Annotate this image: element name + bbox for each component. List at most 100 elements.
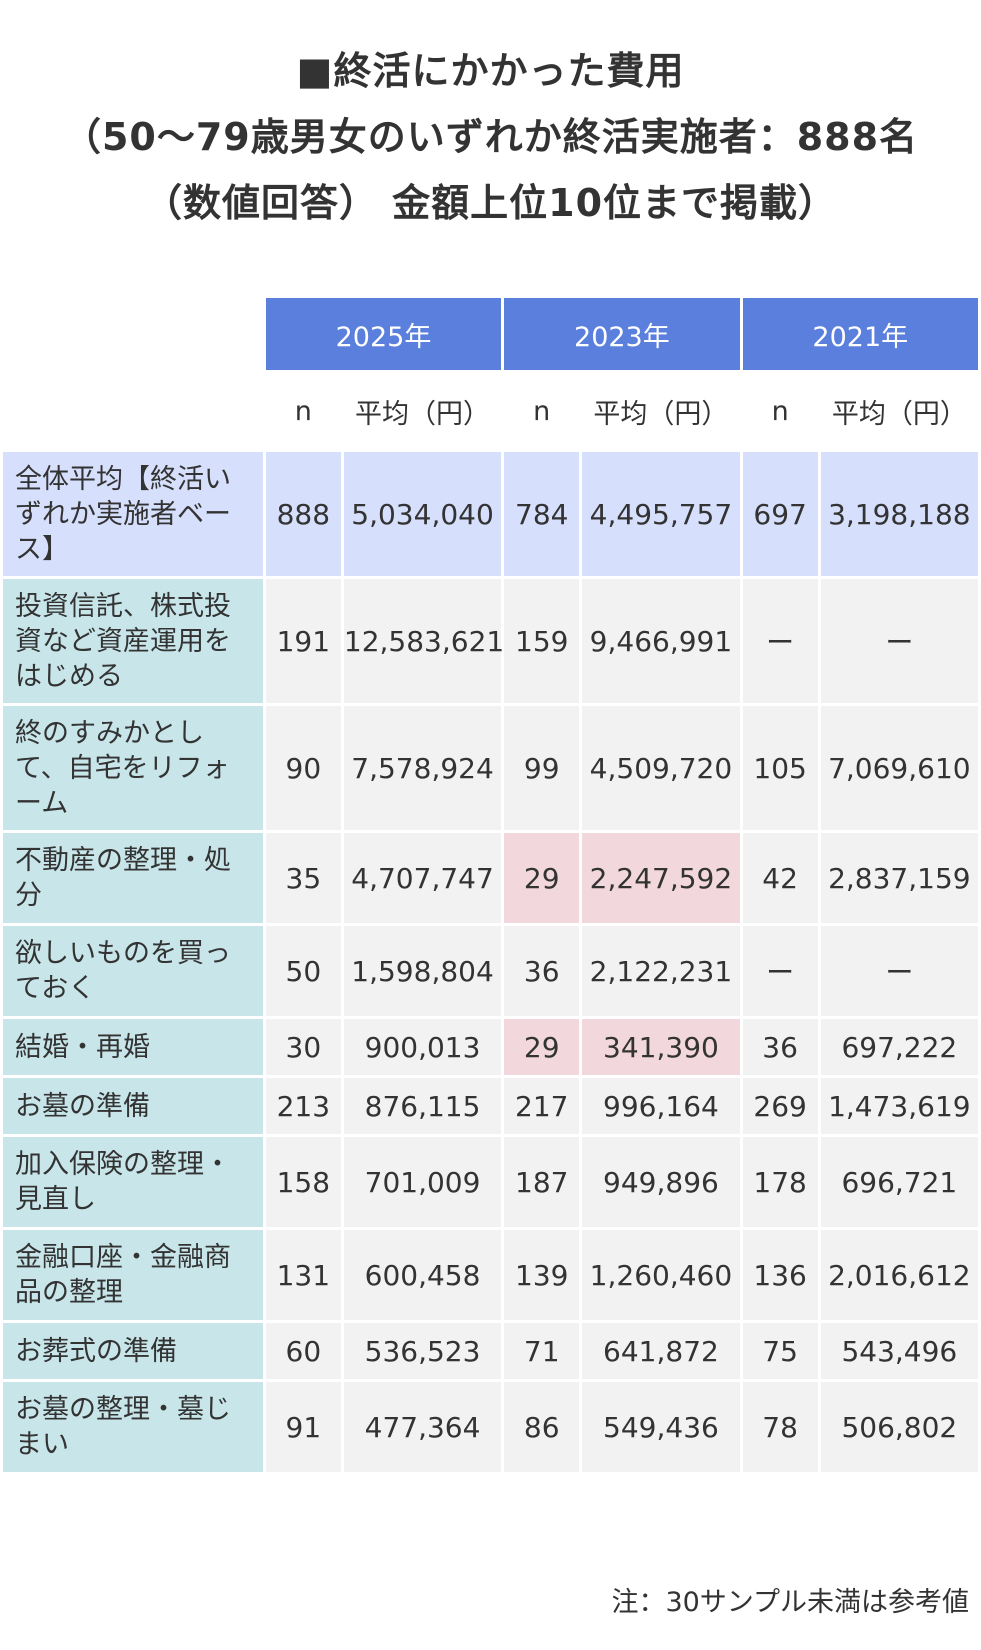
n-cell: 139 bbox=[504, 1230, 580, 1320]
avg-cell: 506,802 bbox=[820, 1382, 978, 1472]
n-cell: 159 bbox=[504, 579, 580, 703]
n-cell: 60 bbox=[265, 1323, 341, 1379]
n-cell: 697 bbox=[742, 452, 818, 576]
avg-cell: 900,013 bbox=[343, 1019, 502, 1075]
n-cell: 105 bbox=[742, 706, 818, 830]
avg-cell: ー bbox=[820, 579, 978, 703]
year-header-2021: 2021年 bbox=[742, 298, 978, 370]
table-row: 投資信託、株式投資など資産運用をはじめる 191 12,583,621 159 9,46… bbox=[3, 579, 978, 703]
n-cell: 75 bbox=[742, 1323, 818, 1379]
year-header-2025: 2025年 bbox=[265, 298, 502, 370]
n-header: n bbox=[504, 373, 580, 449]
avg-header: 平均（円） bbox=[820, 373, 978, 449]
n-header: n bbox=[265, 373, 341, 449]
n-cell: 50 bbox=[265, 926, 341, 1016]
n-cell: 36 bbox=[742, 1019, 818, 1075]
table-row: お墓の整理・墓じまい 91 477,364 86 549,436 78 506,802 bbox=[3, 1382, 978, 1472]
n-cell: 90 bbox=[265, 706, 341, 830]
row-label: 欲しいものを買っておく bbox=[3, 926, 263, 1016]
avg-cell: ー bbox=[820, 926, 978, 1016]
n-cell: 213 bbox=[265, 1078, 341, 1134]
corner-cell bbox=[3, 373, 263, 449]
avg-cell: 2,122,231 bbox=[582, 926, 740, 1016]
footnote: 注：30サンプル未満は参考値 bbox=[611, 1587, 969, 1618]
avg-cell: 7,069,610 bbox=[820, 706, 978, 830]
row-label: 不動産の整理・処分 bbox=[3, 833, 263, 923]
n-cell: 888 bbox=[265, 452, 341, 576]
avg-cell: 5,034,040 bbox=[343, 452, 502, 576]
avg-cell: 696,721 bbox=[820, 1137, 978, 1227]
avg-cell: 4,509,720 bbox=[582, 706, 740, 830]
n-cell: 29 bbox=[504, 833, 580, 923]
avg-cell: 477,364 bbox=[343, 1382, 502, 1472]
n-cell: 36 bbox=[504, 926, 580, 1016]
avg-cell: 549,436 bbox=[582, 1382, 740, 1472]
avg-cell: 3,198,188 bbox=[820, 452, 978, 576]
n-cell: 71 bbox=[504, 1323, 580, 1379]
avg-cell: 9,466,991 bbox=[582, 579, 740, 703]
row-label: 結婚・再婚 bbox=[3, 1019, 263, 1075]
n-cell: 178 bbox=[742, 1137, 818, 1227]
row-label: 金融口座・金融商品の整理 bbox=[3, 1230, 263, 1320]
title-line-1: ■終活にかかった費用 bbox=[296, 49, 685, 93]
n-cell: ー bbox=[742, 926, 818, 1016]
corner-cell bbox=[3, 298, 263, 370]
year-header-row: 2025年 2023年 2021年 bbox=[3, 298, 978, 370]
avg-cell: 1,260,460 bbox=[582, 1230, 740, 1320]
avg-cell: 996,164 bbox=[582, 1078, 740, 1134]
n-cell: 42 bbox=[742, 833, 818, 923]
table-row: 欲しいものを買っておく 50 1,598,804 36 2,122,231 ーー bbox=[3, 926, 978, 1016]
n-cell: 30 bbox=[265, 1019, 341, 1075]
row-label: 加入保険の整理・見直し bbox=[3, 1137, 263, 1227]
n-cell: 78 bbox=[742, 1382, 818, 1472]
avg-cell: 1,473,619 bbox=[820, 1078, 978, 1134]
table-row: 結婚・再婚 30 900,013 29 341,390 36 697,222 bbox=[3, 1019, 978, 1075]
n-cell: ー bbox=[742, 579, 818, 703]
n-cell: 187 bbox=[504, 1137, 580, 1227]
table-row: 加入保険の整理・見直し 158 701,009 187 949,896 178 696,72… bbox=[3, 1137, 978, 1227]
n-cell: 217 bbox=[504, 1078, 580, 1134]
cost-table: 2025年 2023年 2021年 n 平均（円） n 平均（円） n 平均（円… bbox=[0, 295, 981, 1475]
avg-cell: 949,896 bbox=[582, 1137, 740, 1227]
avg-cell: 876,115 bbox=[343, 1078, 502, 1134]
avg-cell: 4,707,747 bbox=[343, 833, 502, 923]
row-label: お墓の準備 bbox=[3, 1078, 263, 1134]
avg-cell: 641,872 bbox=[582, 1323, 740, 1379]
title-line-2: （50〜79歳男女のいずれか終活実施者：888名 bbox=[62, 115, 919, 159]
table-row: 金融口座・金融商品の整理 131 600,458 139 1,260,460 136 2,0… bbox=[3, 1230, 978, 1320]
avg-cell: 2,016,612 bbox=[820, 1230, 978, 1320]
row-label: お墓の整理・墓じまい bbox=[3, 1382, 263, 1472]
table-row: 不動産の整理・処分 35 4,707,747 29 2,247,592 42 2,837,1… bbox=[3, 833, 978, 923]
table-row: お墓の準備 213 876,115 217 996,164 269 1,473,619 bbox=[3, 1078, 978, 1134]
n-cell: 158 bbox=[265, 1137, 341, 1227]
avg-cell: 4,495,757 bbox=[582, 452, 740, 576]
n-cell: 86 bbox=[504, 1382, 580, 1472]
n-cell: 99 bbox=[504, 706, 580, 830]
n-cell: 191 bbox=[265, 579, 341, 703]
avg-cell: 341,390 bbox=[582, 1019, 740, 1075]
avg-cell: 7,578,924 bbox=[343, 706, 502, 830]
year-header-2023: 2023年 bbox=[504, 298, 740, 370]
avg-cell: 12,583,621 bbox=[343, 579, 504, 703]
avg-cell: 2,247,592 bbox=[582, 833, 740, 923]
sub-header-row: n 平均（円） n 平均（円） n 平均（円） bbox=[3, 373, 978, 449]
n-cell: 35 bbox=[265, 833, 341, 923]
avg-cell: 600,458 bbox=[343, 1230, 502, 1320]
row-label: 終のすみかとして、自宅をリフォーム bbox=[3, 706, 263, 830]
avg-cell: 536,523 bbox=[343, 1323, 502, 1379]
n-cell: 91 bbox=[265, 1382, 341, 1472]
n-cell: 784 bbox=[504, 452, 580, 576]
row-label: お葬式の準備 bbox=[3, 1323, 263, 1379]
title-line-3: （数値回答） 金額上位10位まで掲載） bbox=[143, 181, 838, 225]
n-header: n bbox=[742, 373, 818, 449]
n-cell: 29 bbox=[504, 1019, 580, 1075]
table-row: 終のすみかとして、自宅をリフォーム 90 7,578,924 99 4,509,720 1… bbox=[3, 706, 978, 830]
table-row: 全体平均【終活いずれか実施者ベース】 888 5,034,040 784 4,495,7… bbox=[3, 452, 978, 576]
avg-header: 平均（円） bbox=[582, 373, 740, 449]
avg-cell: 2,837,159 bbox=[820, 833, 978, 923]
table-row: お葬式の準備 60 536,523 71 641,872 75 543,496 bbox=[3, 1323, 978, 1379]
avg-header: 平均（円） bbox=[343, 373, 502, 449]
row-label: 全体平均【終活いずれか実施者ベース】 bbox=[3, 452, 263, 576]
n-cell: 269 bbox=[742, 1078, 818, 1134]
avg-cell: 697,222 bbox=[820, 1019, 978, 1075]
